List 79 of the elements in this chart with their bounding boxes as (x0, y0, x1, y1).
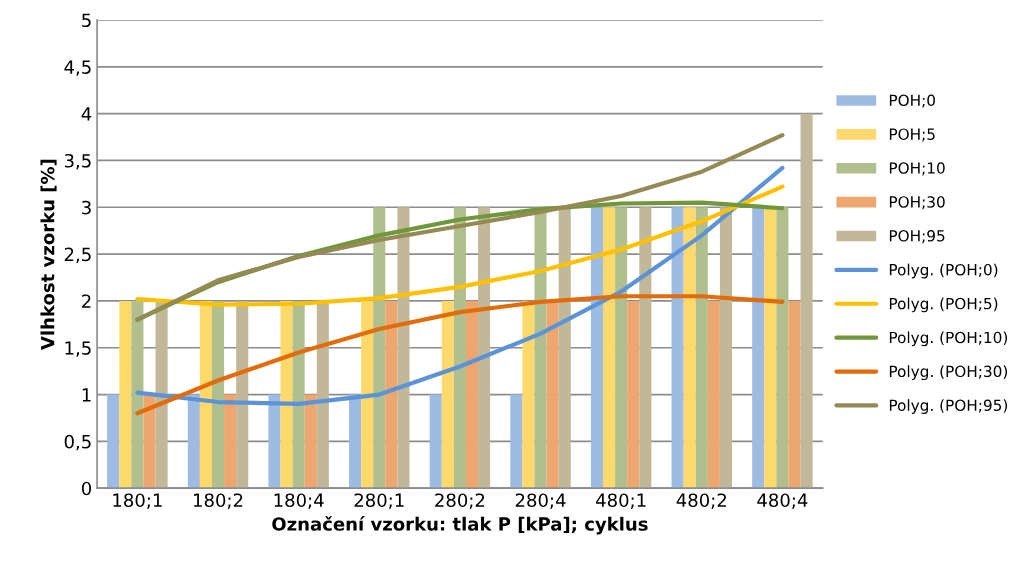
bar (361, 300, 374, 489)
legend-label: Polyg. (POH;5) (889, 297, 998, 313)
bar (119, 300, 132, 489)
y-tick-label: 5 (82, 13, 91, 28)
legend-label: Polyg. (POH;0) (889, 263, 998, 279)
x-tick-label: 280;4 (515, 493, 566, 509)
bar (510, 394, 523, 489)
bar (224, 394, 237, 489)
legend-label: Polyg. (POH;95) (889, 399, 1008, 414)
bar (373, 207, 386, 489)
x-tick-label: 480;4 (757, 493, 808, 509)
legend-label: POH;95 (889, 230, 945, 244)
bar (764, 207, 777, 489)
bar (236, 300, 249, 489)
line-series (135, 133, 785, 322)
x-tick-label: 180;1 (113, 493, 162, 509)
y-tick-label: 0 (81, 481, 92, 496)
x-tick-label: 480;1 (596, 493, 646, 509)
bar (441, 300, 454, 489)
legend-label: POH;5 (889, 128, 935, 142)
y-tick-label: 4,5 (64, 60, 91, 76)
y-tick-label: 2 (82, 294, 91, 308)
bar (522, 300, 535, 489)
bar (603, 207, 616, 489)
y-tick-label: 1,5 (65, 341, 91, 357)
bar (639, 207, 652, 489)
bar (800, 113, 813, 489)
x-tick-label: 180;4 (274, 493, 324, 509)
y-tick-label: 4 (81, 107, 92, 121)
y-tick-label: 3 (82, 200, 91, 215)
bar (627, 300, 640, 489)
bar (776, 207, 789, 489)
legend-label: POH;0 (889, 94, 935, 108)
bar (155, 300, 168, 489)
bar (546, 300, 559, 489)
bar (671, 207, 684, 489)
y-tick-label: 3,5 (64, 153, 91, 170)
bar (683, 207, 696, 489)
bar (558, 207, 571, 489)
bar (143, 394, 156, 489)
bar (590, 207, 604, 489)
line-series (135, 165, 785, 407)
bar (268, 394, 281, 489)
bar (478, 207, 491, 489)
line-series (135, 184, 785, 307)
bar (695, 207, 708, 489)
bar (707, 300, 720, 489)
y-tick-label: 0,5 (64, 434, 91, 451)
legend-label: POH;30 (889, 196, 945, 210)
bar (199, 300, 212, 489)
line-series (135, 294, 785, 416)
y-tick-label: 1 (82, 388, 91, 402)
bar (719, 207, 733, 489)
bar (453, 207, 466, 489)
x-tick-label: 280;1 (354, 493, 404, 509)
bar (465, 300, 479, 489)
bar (429, 394, 442, 489)
bar (107, 394, 120, 489)
bar (788, 300, 801, 489)
bar (304, 394, 317, 489)
legend-label: Polyg. (POH;10) (889, 331, 1008, 347)
bar (752, 207, 765, 489)
legend-label: POH;10 (889, 162, 945, 176)
bar (385, 300, 398, 489)
legend-label: Polyg. (POH;30) (889, 365, 1008, 381)
x-tick-label: 480;2 (676, 493, 726, 509)
y-tick-label: 2,5 (64, 247, 91, 264)
bar (187, 394, 200, 489)
bar (534, 207, 547, 489)
bar (615, 207, 628, 489)
bar (211, 300, 225, 489)
x-tick-label: 180;2 (193, 493, 243, 509)
bar (131, 300, 144, 489)
bar (292, 300, 305, 489)
bar (280, 300, 293, 489)
x-tick-label: 280;2 (435, 493, 485, 509)
x-axis-title: Označení vzorku: tlak P [kPa]; cyklus (272, 516, 648, 535)
bar (349, 394, 362, 489)
y-axis-title: Vlhkost vzorku [%] (40, 159, 57, 350)
